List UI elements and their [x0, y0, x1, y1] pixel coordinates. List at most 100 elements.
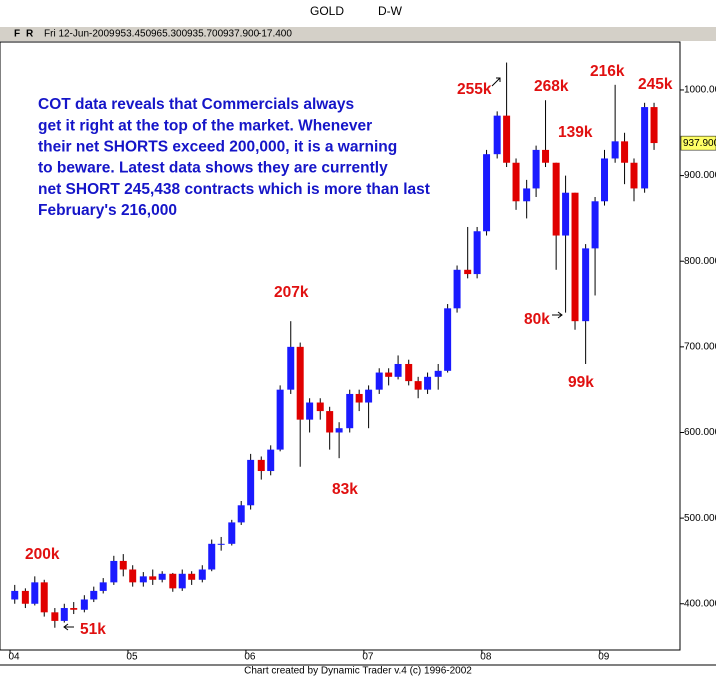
- x-tick-label: 07: [362, 652, 374, 663]
- arrow: [63, 623, 74, 631]
- annotation-label: 83k: [332, 481, 358, 498]
- candle-body: [110, 560, 118, 583]
- candle-body: [346, 393, 354, 429]
- info-field: 965.300: [151, 29, 188, 40]
- candle-body: [405, 363, 413, 382]
- annotation-label: 51k: [80, 621, 106, 638]
- candle-body: [434, 370, 442, 377]
- candle-body: [503, 115, 511, 163]
- candle-body: [296, 346, 304, 420]
- info-field: F: [14, 29, 20, 40]
- arrow: [552, 311, 563, 319]
- footer: Chart created by Dynamic Trader v.4 (c) …: [244, 666, 472, 677]
- candle-body: [326, 411, 334, 433]
- chart-subtitle: D-W: [378, 4, 403, 18]
- annotation-line: get it right at the top of the market. W…: [38, 117, 372, 134]
- candle-body: [11, 590, 19, 600]
- y-tick-label: 1000.000: [684, 85, 716, 96]
- annotation-label: 245k: [638, 76, 673, 93]
- last-price-box: [680, 135, 716, 151]
- x-tick-label: 04: [8, 652, 20, 663]
- candle-body: [257, 459, 265, 472]
- candle-body: [228, 522, 236, 544]
- candle-body: [542, 149, 550, 163]
- candle-body: [444, 308, 452, 371]
- candle-body: [464, 269, 472, 275]
- candle-body: [21, 590, 29, 604]
- candle-body: [51, 612, 59, 621]
- candle-body: [208, 543, 216, 570]
- candle-body: [237, 505, 245, 523]
- arrows: [63, 77, 563, 631]
- candle-body: [276, 389, 284, 450]
- candle-body: [287, 346, 295, 390]
- candle-body: [70, 608, 78, 610]
- candle-body: [169, 573, 177, 589]
- candle-body: [40, 582, 48, 613]
- candle-body: [267, 449, 275, 472]
- candle-body: [571, 192, 579, 322]
- candle-body: [582, 248, 590, 322]
- candle-body: [591, 201, 599, 249]
- candle-body: [414, 381, 422, 390]
- plot-frame: [0, 41, 681, 651]
- candle-body: [650, 107, 658, 144]
- y-tick-label: 800.000: [684, 256, 716, 267]
- candle-body: [119, 560, 127, 570]
- candle-body: [31, 582, 39, 604]
- candle-body: [453, 269, 461, 309]
- info-field: 937.900: [223, 29, 260, 40]
- annotation-label: 255k: [457, 81, 492, 98]
- y-tick-label: 400.000: [684, 598, 716, 609]
- candle-body: [247, 459, 255, 506]
- candle-body: [217, 543, 225, 545]
- annotation-line: February's 216,000: [38, 202, 177, 219]
- annotation-label: 80k: [524, 311, 550, 328]
- y-tick-label: 700.000: [684, 341, 716, 352]
- candle-body: [335, 428, 343, 433]
- chart-title: GOLD: [310, 4, 344, 18]
- candle-body: [149, 576, 157, 580]
- candle-body: [394, 363, 402, 377]
- candle-body: [90, 590, 98, 600]
- candle-body: [493, 115, 501, 155]
- info-field: R: [26, 29, 34, 40]
- annotation-label: 268k: [534, 78, 569, 95]
- candle-body: [601, 158, 609, 202]
- y-tick-label: 900.000: [684, 170, 716, 181]
- candle-body: [611, 141, 619, 159]
- candle-body: [473, 231, 481, 275]
- y-tick-label: 600.000: [684, 427, 716, 438]
- candle-body: [129, 569, 137, 583]
- candle-body: [385, 372, 393, 377]
- candle-body: [621, 141, 629, 163]
- candle-body: [532, 149, 540, 189]
- info-field: 935.700: [187, 29, 224, 40]
- candle-body: [355, 393, 363, 403]
- annotation-line: COT data reveals that Commercials always: [38, 96, 354, 113]
- candle-body: [512, 162, 520, 202]
- candle-body: [80, 599, 88, 610]
- candle-body: [60, 608, 68, 621]
- candle-body: [562, 192, 570, 236]
- candle-body: [316, 402, 324, 412]
- annotation-label: 207k: [274, 284, 309, 301]
- candle-body: [188, 573, 196, 580]
- x-tick-label: 05: [126, 652, 138, 663]
- annotation-line: to beware. Latest data shows they are cu…: [38, 160, 388, 177]
- candle-body: [630, 162, 638, 189]
- last-price-label: 937.900: [683, 138, 716, 149]
- x-tick-label: 08: [480, 652, 492, 663]
- candle-body: [178, 573, 186, 589]
- annotation-label: 216k: [590, 63, 625, 80]
- candle-body: [139, 576, 147, 583]
- candle-body: [523, 188, 531, 202]
- candle-body: [375, 372, 383, 390]
- candle-body: [483, 154, 491, 232]
- candle-body: [158, 573, 166, 580]
- x-tick-label: 06: [244, 652, 256, 663]
- candle-body: [306, 402, 314, 420]
- annotation-line: net SHORT 245,438 contracts which is mor…: [38, 181, 430, 198]
